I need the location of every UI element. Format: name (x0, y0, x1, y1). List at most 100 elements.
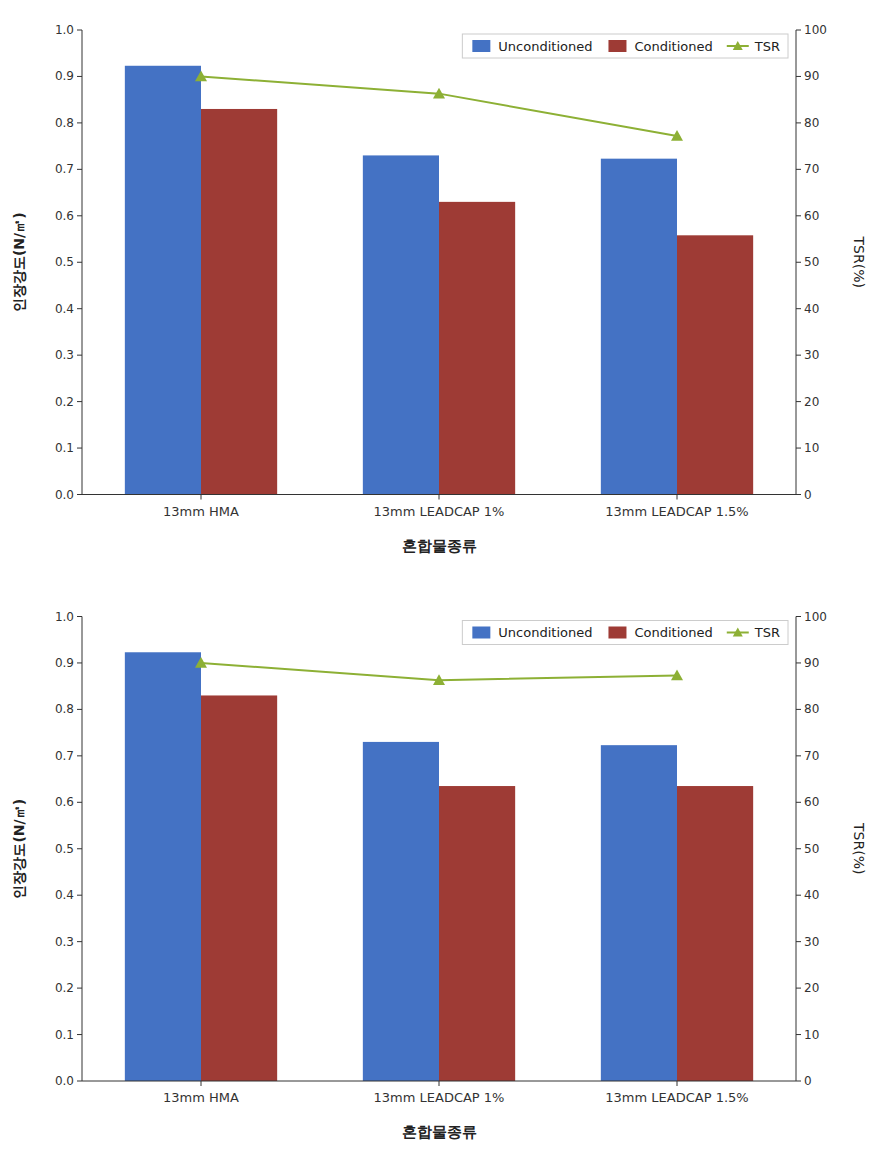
legend-item: Conditioned (608, 625, 712, 640)
y-tick-label: 1.0 (55, 23, 74, 37)
y2-tick (796, 1034, 801, 1035)
y-tick-label: 0.5 (55, 255, 74, 269)
y2-tick (796, 262, 801, 263)
y2-tick-label: 50 (804, 842, 819, 856)
x-tick (677, 1081, 678, 1086)
y-axis-title: 인장강도(N/㎡) (11, 212, 27, 312)
y2-tick (796, 755, 801, 756)
y2-axis-title: TSR(%) (851, 822, 867, 874)
x-axis-title: 혼합물종류 (402, 537, 477, 555)
y-tick (77, 76, 82, 77)
y2-tick (796, 215, 801, 216)
y-tick-label: 0.6 (55, 795, 74, 809)
legend-label: TSR (754, 39, 780, 54)
bar (677, 235, 753, 494)
legend-swatch (608, 40, 626, 52)
y-tick (77, 308, 82, 309)
y-tick (77, 895, 82, 896)
y2-tick (796, 494, 801, 495)
y-tick (77, 709, 82, 710)
y2-tick-label: 90 (804, 69, 819, 83)
chart-panel: 0.00.10.20.30.40.50.60.70.80.91.00102030… (11, 23, 867, 555)
y-tick (77, 848, 82, 849)
bar (439, 202, 515, 495)
y2-tick-label: 20 (804, 981, 819, 995)
legend-label: TSR (754, 625, 780, 640)
y-tick-label: 0.1 (55, 441, 74, 455)
y2-tick-label: 40 (804, 302, 819, 316)
x-tick-label: 13mm LEADCAP 1% (374, 1090, 505, 1105)
y2-tick-label: 100 (804, 610, 827, 624)
y-tick (77, 262, 82, 263)
y-tick (77, 802, 82, 803)
bar (677, 786, 753, 1081)
x-axis-title: 혼합물종류 (402, 1123, 477, 1141)
y2-tick (796, 401, 801, 402)
y-axis-title: 인장강도(N/㎡) (11, 799, 27, 899)
legend-label: Conditioned (634, 625, 712, 640)
legend-swatch (608, 627, 626, 639)
bar (601, 159, 677, 495)
legend-item: TSR (727, 39, 780, 54)
y2-tick-label: 50 (804, 255, 819, 269)
y-tick (77, 169, 82, 170)
legend-marker (733, 41, 743, 50)
legend-frame (462, 34, 788, 58)
plot-area (125, 66, 753, 495)
y2-tick-label: 10 (804, 441, 819, 455)
y2-tick (796, 30, 801, 31)
y-tick (77, 30, 82, 31)
bar (601, 745, 677, 1081)
bar (439, 786, 515, 1081)
bar (201, 109, 277, 495)
x-tick-label: 13mm LEADCAP 1.5% (605, 1090, 748, 1105)
y-tick-label: 0.3 (55, 348, 74, 362)
y-tick (77, 122, 82, 123)
y-tick-label: 0.7 (55, 749, 74, 763)
y2-tick-label: 70 (804, 162, 819, 176)
y-tick (77, 494, 82, 495)
line-marker (671, 130, 683, 141)
y2-tick (796, 941, 801, 942)
y2-tick-label: 0 (804, 1074, 812, 1088)
y2-tick (796, 122, 801, 123)
y-tick-label: 0.0 (55, 1074, 74, 1088)
y2-tick (796, 988, 801, 989)
y2-tick (796, 1081, 801, 1082)
y2-tick-label: 10 (804, 1028, 819, 1042)
y-tick-label: 0.8 (55, 116, 74, 130)
y2-tick (796, 662, 801, 663)
legend-swatch (472, 40, 490, 52)
background (0, 0, 878, 1173)
y2-tick-label: 80 (804, 116, 819, 130)
x-tick-label: 13mm HMA (163, 504, 239, 519)
y2-tick-label: 100 (804, 23, 827, 37)
y-tick-label: 0.7 (55, 162, 74, 176)
y2-tick-label: 80 (804, 702, 819, 716)
y-tick-label: 0.0 (55, 488, 74, 502)
y-tick-label: 0.6 (55, 209, 74, 223)
line-marker (195, 70, 207, 81)
legend-item: Unconditioned (472, 625, 592, 640)
y2-axis-title: TSR(%) (851, 236, 867, 288)
legend-label: Conditioned (634, 39, 712, 54)
y-tick-label: 0.5 (55, 842, 74, 856)
y2-tick (796, 448, 801, 449)
bar (363, 742, 439, 1081)
y-tick-label: 0.2 (55, 395, 74, 409)
y-tick (77, 215, 82, 216)
x-tick-label: 13mm HMA (163, 1090, 239, 1105)
legend: UnconditionedConditionedTSR (462, 34, 788, 58)
line (201, 76, 677, 135)
y2-tick-label: 70 (804, 749, 819, 763)
y2-tick-label: 20 (804, 395, 819, 409)
x-tick (201, 1081, 202, 1086)
y2-tick-label: 0 (804, 488, 812, 502)
y2-tick (796, 848, 801, 849)
x-tick-label: 13mm LEADCAP 1% (374, 504, 505, 519)
y2-tick-label: 30 (804, 348, 819, 362)
y-tick-label: 0.2 (55, 981, 74, 995)
y2-tick (796, 169, 801, 170)
y2-tick (796, 76, 801, 77)
y-tick (77, 448, 82, 449)
